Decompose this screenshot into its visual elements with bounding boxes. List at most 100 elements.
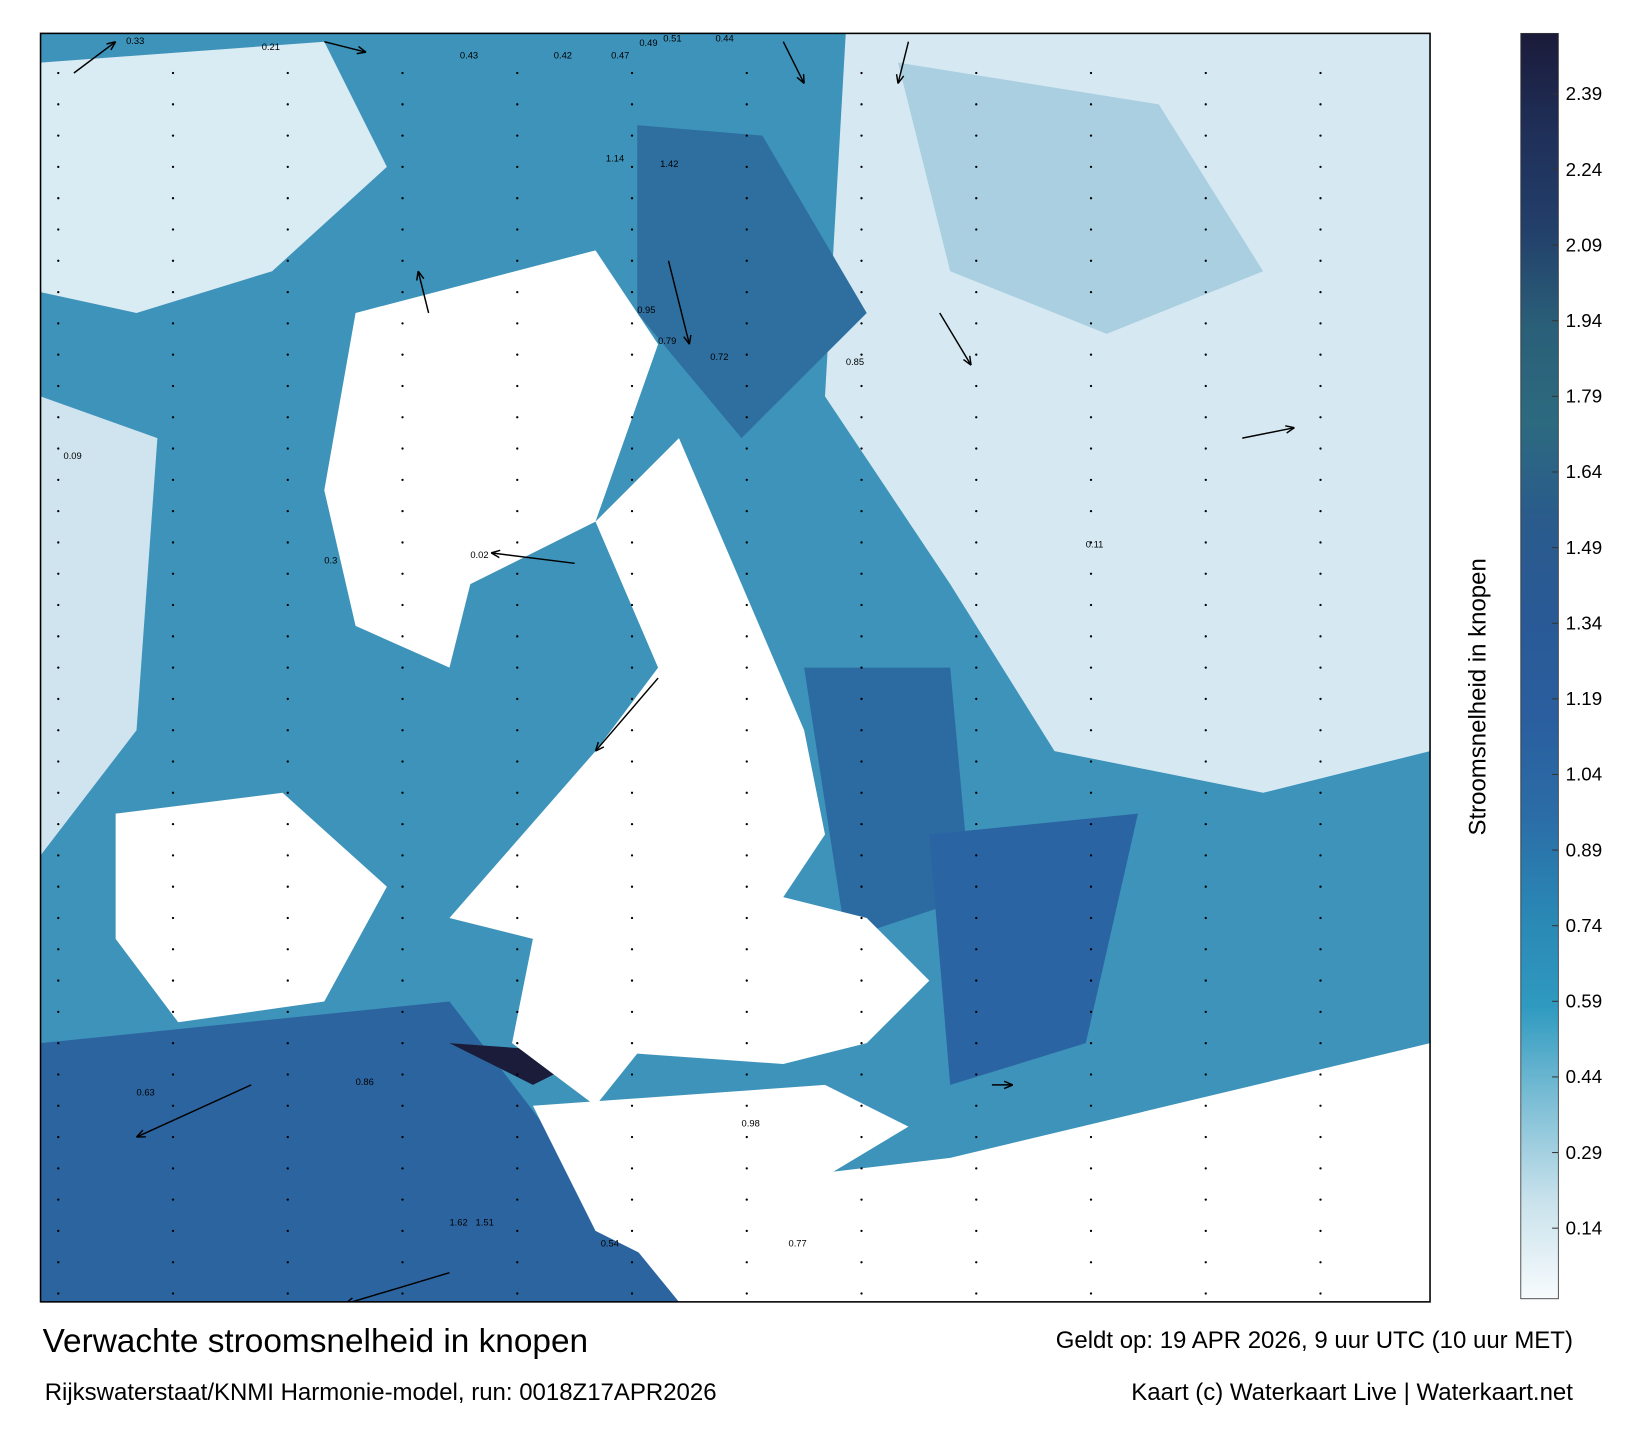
grid-dot <box>975 1229 978 1233</box>
grid-dot <box>860 384 863 388</box>
speed-label: 1.51 <box>476 1218 494 1228</box>
grid-dot <box>1089 1042 1093 1045</box>
grid-dot <box>1204 603 1207 607</box>
grid-dot <box>286 1229 289 1233</box>
grid-dot <box>516 1167 519 1170</box>
current-arrow-head <box>683 334 692 345</box>
valid-time: Geldt op: 19 APR 2026, 9 uur UTC (10 uur… <box>1056 1327 1573 1354</box>
grid-dot <box>1319 666 1322 669</box>
grid-dot <box>286 478 289 482</box>
grid-dot <box>1204 103 1207 106</box>
grid-dot <box>1319 541 1322 544</box>
grid-dot <box>171 885 175 888</box>
speed-label: 0.86 <box>356 1077 374 1087</box>
grid-dot <box>171 541 175 544</box>
grid-dot <box>401 572 404 575</box>
grid-dot <box>630 353 634 356</box>
grid-dot <box>401 1292 404 1295</box>
grid-dot <box>516 1229 519 1233</box>
grid-dot <box>1204 1261 1207 1264</box>
deep-area <box>804 667 972 939</box>
grid-dot <box>57 1042 60 1045</box>
grid-dot <box>630 572 634 575</box>
grid-dot <box>401 916 404 920</box>
grid-dot <box>745 447 748 450</box>
grid-dot <box>286 729 289 732</box>
speed-label: 0.44 <box>715 34 733 44</box>
grid-dot <box>171 1167 175 1170</box>
grid-dot <box>516 885 519 888</box>
grid-dot <box>1204 885 1207 888</box>
grid-dot <box>630 1135 634 1139</box>
grid-dot <box>745 1010 748 1014</box>
grid-dot <box>630 729 634 732</box>
grid-dot <box>57 635 60 638</box>
grid-dot <box>745 322 748 325</box>
grid-dot <box>1319 603 1322 607</box>
grid-dot <box>1319 979 1322 982</box>
grid-dot <box>171 822 175 826</box>
current-arrow-head <box>1003 1080 1014 1090</box>
grid-dot <box>286 259 289 262</box>
grid-dot <box>171 1073 175 1076</box>
grid-dot <box>286 290 289 294</box>
grid-dot <box>1089 885 1093 888</box>
grid-dot <box>171 1135 175 1139</box>
grid-dot <box>1089 541 1093 544</box>
deep-area <box>929 813 1138 1085</box>
grid-dot <box>630 259 634 262</box>
grid-dot <box>1319 948 1322 951</box>
grid-dot <box>401 822 404 826</box>
grid-dot <box>630 197 634 200</box>
grid-dot <box>1319 71 1322 75</box>
grid-dot <box>860 447 863 450</box>
grid-dot <box>401 134 404 137</box>
grid-dot <box>401 259 404 262</box>
speed-label: 0.54 <box>601 1239 619 1249</box>
land <box>115 792 387 1023</box>
grid-dot <box>286 103 289 106</box>
grid-dot <box>860 979 863 982</box>
current-arrow <box>491 552 575 565</box>
grid-dot <box>57 916 60 920</box>
grid-dot <box>171 478 175 482</box>
grid-dot <box>1204 1229 1207 1233</box>
grid-dot <box>57 1261 60 1264</box>
speed-label: 0.95 <box>637 305 655 315</box>
grid-dot <box>860 791 863 794</box>
grid-dot <box>1204 290 1207 294</box>
grid-dot <box>401 729 404 732</box>
grid-dot <box>171 71 175 75</box>
map-frame <box>39 32 1431 1303</box>
grid-dot <box>1089 1167 1093 1170</box>
grid-dot <box>286 1135 289 1139</box>
colorbar-tick-label: 0.59 <box>1566 991 1603 1012</box>
grid-dot <box>1089 259 1093 262</box>
grid-dot <box>171 290 175 294</box>
colorbar-tick-label: 1.79 <box>1566 386 1603 407</box>
grid-dot <box>401 290 404 294</box>
grid-dot <box>57 666 60 669</box>
grid-dot <box>1319 760 1322 763</box>
grid-dot <box>975 103 978 106</box>
grid-dot <box>401 885 404 888</box>
grid-dot <box>57 603 60 607</box>
grid-dot <box>1319 1261 1322 1264</box>
grid-dot <box>860 572 863 575</box>
grid-dot <box>1319 1292 1322 1295</box>
grid-dot <box>975 603 978 607</box>
grid-dot <box>860 1010 863 1014</box>
grid-dot <box>401 384 404 388</box>
grid-dot <box>57 1104 60 1107</box>
grid-dot <box>975 1261 978 1264</box>
grid-dot <box>516 384 519 388</box>
deep-area <box>40 1001 679 1302</box>
grid-dot <box>1089 1198 1093 1201</box>
grid-dot <box>516 979 519 982</box>
grid-dot <box>1089 447 1093 450</box>
grid-dot <box>1204 1198 1207 1201</box>
grid-dot <box>516 1042 519 1045</box>
grid-dot <box>1319 729 1322 732</box>
grid-dot <box>860 948 863 951</box>
grid-dot <box>630 1229 634 1233</box>
